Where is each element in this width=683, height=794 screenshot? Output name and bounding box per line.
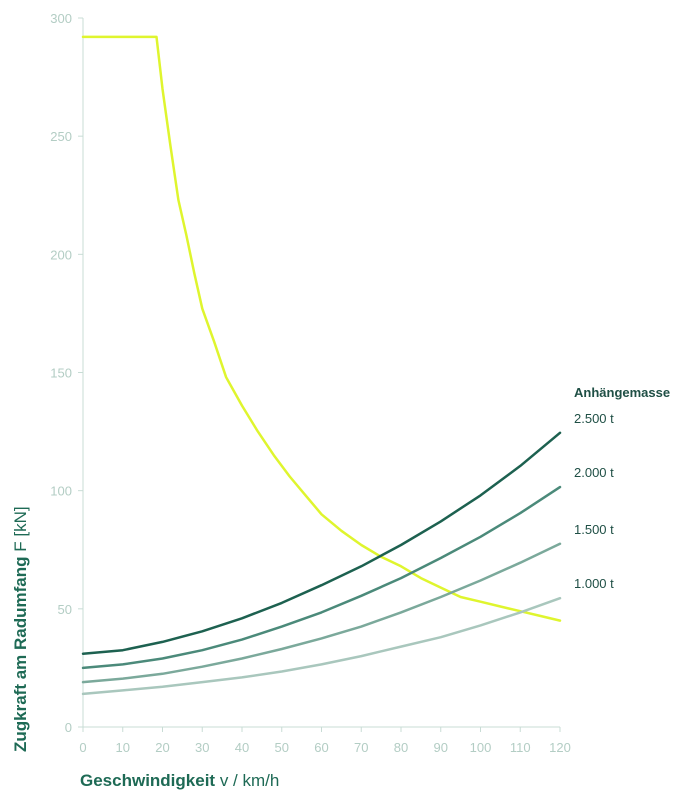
legend-label: 2.000 t (574, 465, 614, 480)
x-tick-label: 50 (275, 740, 289, 755)
x-tick-label: 30 (195, 740, 209, 755)
y-tick-label: 250 (50, 129, 72, 144)
x-axis-title-regular: v / km/h (215, 771, 279, 790)
series-line-traction (81, 35, 562, 622)
legend-label: 2.500 t (574, 411, 614, 426)
x-tick-label: 40 (235, 740, 249, 755)
x-tick-label: 120 (549, 740, 571, 755)
series-line-2-000-t (81, 485, 562, 670)
legend-label: 1.500 t (574, 522, 614, 537)
y-axis-title-bold: Zugkraft am Radumfang (11, 556, 30, 752)
x-tick-label: 60 (314, 740, 328, 755)
series-line-2-500-t (81, 431, 562, 655)
x-tick-label: 70 (354, 740, 368, 755)
legend: Anhängemasse (574, 385, 670, 400)
y-axis-title: Zugkraft am Radumfang F [kN] (11, 506, 30, 752)
series-lines (81, 35, 562, 696)
series-line-1-000-t (81, 596, 562, 696)
y-tick-label: 100 (50, 484, 72, 499)
x-tick-label: 80 (394, 740, 408, 755)
y-tick-label: 50 (58, 602, 72, 617)
ticks: 0 10 20 30 40 50 60 70 80 90 100 110 120 0 50 100 150 200… (50, 11, 571, 755)
y-axis-title-regular: F [kN] (11, 506, 30, 556)
axes (82, 18, 560, 728)
x-tick-label: 100 (470, 740, 492, 755)
x-axis-title-bold: Geschwindigkeit (80, 771, 215, 790)
legend-title: Anhängemasse (574, 385, 670, 400)
x-tick-label: 10 (116, 740, 130, 755)
x-tick-label: 110 (510, 740, 531, 755)
y-tick-label: 200 (50, 247, 72, 262)
legend-label: 1.000 t (574, 576, 614, 591)
legend-items: 2.500 t 2.000 t 1.500 t 1.000 t (574, 411, 614, 591)
y-tick-label: 300 (50, 11, 72, 26)
x-tick-label: 0 (79, 740, 86, 755)
y-tick-label: 0 (65, 720, 72, 735)
x-axis-title: Geschwindigkeit v / km/h (80, 771, 279, 790)
x-tick-label: 20 (155, 740, 169, 755)
x-tick-label: 90 (434, 740, 448, 755)
y-tick-label: 150 (50, 366, 72, 381)
series-line-1-500-t (81, 542, 562, 684)
